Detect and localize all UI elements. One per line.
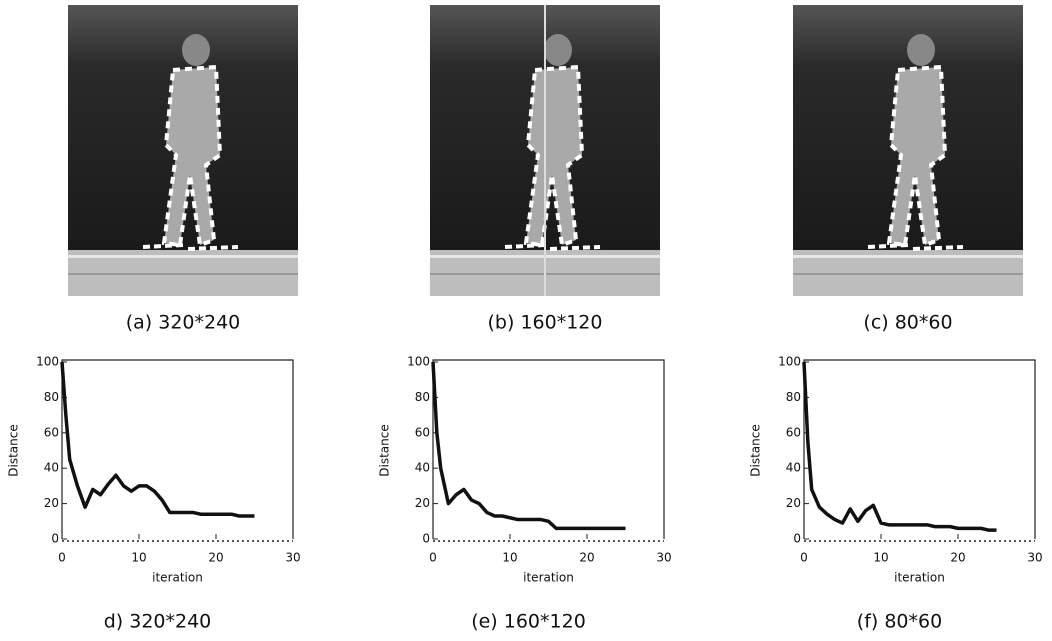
y-tick-label: 40 [44,461,59,475]
y-tick-label: 20 [415,496,430,510]
chart-caption: (e) 160*120 [471,611,586,633]
x-tick-label: 30 [285,551,300,565]
y-tick-label: 20 [44,496,59,510]
data-line [802,361,997,532]
y-tick-label: 100 [36,355,59,369]
photo-b [428,3,662,298]
x-axis-label: iteration [523,571,574,585]
x-tick-label: 0 [429,551,437,565]
x-tick-label: 0 [800,551,808,565]
y-tick-label: 0 [793,532,801,546]
plot-frame [432,359,665,539]
y-tick-label: 100 [407,355,430,369]
image-caption: (b) 160*120 [488,312,603,334]
x-tick-label: 0 [58,551,66,565]
photo-c [791,3,1025,298]
y-tick-label: 80 [786,390,801,404]
y-tick-label: 60 [415,425,430,439]
x-tick-label: 20 [950,551,965,565]
x-tick-label: 30 [656,551,671,565]
plot-frame [803,359,1036,539]
x-tick-label: 20 [579,551,594,565]
y-tick-label: 0 [51,532,59,546]
x-tick-label: 20 [208,551,223,565]
chart-caption: (f) 80*60 [857,611,942,633]
y-tick-label: 40 [786,461,801,475]
y-axis-label: Distance [749,424,763,476]
image-caption: (a) 320*240 [126,312,241,334]
x-tick-label: 10 [502,551,517,565]
y-tick-label: 60 [786,425,801,439]
y-axis-label: Distance [7,424,21,476]
y-tick-label: 100 [778,355,801,369]
y-tick-label: 80 [44,390,59,404]
y-tick-label: 0 [422,532,430,546]
data-line [60,361,255,518]
photo-a [66,3,300,298]
x-tick-label: 10 [131,551,146,565]
image-caption: (c) 80*60 [863,312,952,334]
x-tick-label: 10 [873,551,888,565]
chart-caption: d) 320*240 [104,611,212,633]
y-tick-label: 20 [786,496,801,510]
x-axis-label: iteration [152,571,203,585]
y-tick-label: 60 [44,425,59,439]
data-line [431,361,626,531]
y-tick-label: 40 [415,461,430,475]
plot-frame [61,359,294,539]
x-axis-label: iteration [894,571,945,585]
x-tick-label: 30 [1027,551,1042,565]
y-tick-label: 80 [415,390,430,404]
y-axis-label: Distance [378,424,392,476]
